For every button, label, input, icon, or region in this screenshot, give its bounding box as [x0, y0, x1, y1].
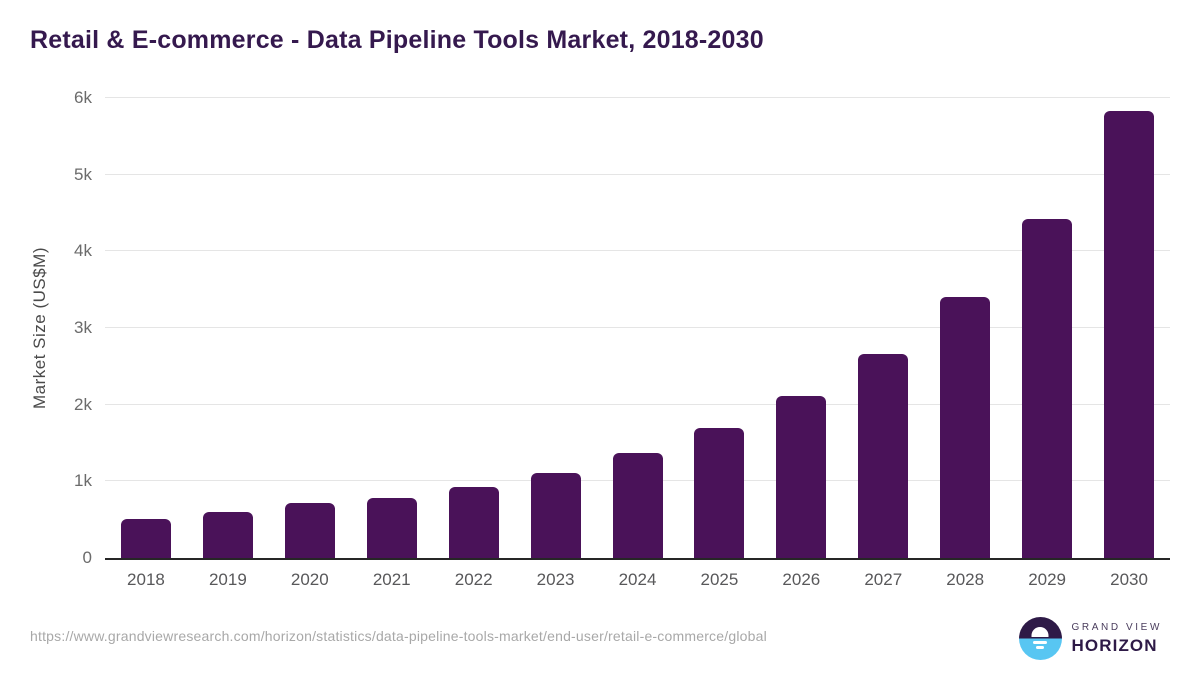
horizon-sunset-icon: [1018, 617, 1062, 660]
bar-2023: [530, 472, 581, 558]
x-tick-label-2026: 2026: [782, 570, 821, 589]
x-tick-label-2030: 2030: [1110, 570, 1148, 589]
gridline-3k: [105, 327, 1170, 328]
bar-2020: [284, 503, 335, 558]
y-tick-label-4k: 4k: [74, 241, 92, 261]
y-axis-tick-labels: 0 1k 2k 3k 4k 5k 6k: [0, 88, 92, 567]
bar-2024: [612, 452, 663, 558]
horizon-reflection-dash: [1033, 640, 1048, 644]
plot-area: [105, 97, 1170, 560]
y-tick-label-5k: 5k: [74, 164, 92, 184]
source-url: https://www.grandviewresearch.com/horizo…: [30, 628, 767, 644]
bar-2018: [120, 519, 171, 558]
y-tick-label-0: 0: [82, 548, 92, 567]
gridline-6k: [105, 97, 1170, 98]
x-tick-label-2020: 2020: [290, 570, 329, 589]
x-tick-label-2019: 2019: [208, 570, 247, 589]
x-tick-label-2029: 2029: [1028, 570, 1067, 589]
bar-2029: [1022, 218, 1073, 558]
bar-2022: [448, 487, 499, 558]
x-tick-label-2024: 2024: [618, 570, 657, 589]
bar-2027: [858, 353, 909, 558]
y-tick-label-1k: 1k: [74, 471, 92, 491]
logo-grand-view-text: GRAND VIEW: [1071, 621, 1162, 633]
x-axis-tick-labels: 2018 2019 2020 2021 2022 2023 2024 2025 2026 2027…: [105, 570, 1170, 592]
bar-2021: [366, 498, 417, 558]
x-tick-label-2022: 2022: [454, 570, 493, 589]
bar-2028: [940, 296, 991, 558]
x-tick-label-2028: 2028: [946, 570, 985, 589]
horizon-reflection-dash: [1036, 646, 1045, 650]
horizon-sun-dome: [1031, 626, 1049, 637]
y-tick-label-6k: 6k: [74, 88, 92, 107]
gridline-5k: [105, 173, 1170, 175]
y-tick-label-2k: 2k: [74, 394, 92, 414]
logo-horizon-text: HORIZON: [1071, 635, 1158, 655]
y-tick-label-3k: 3k: [74, 318, 92, 337]
gridline-4k: [105, 250, 1170, 252]
x-tick-label-2023: 2023: [536, 570, 575, 589]
bar-2025: [694, 428, 745, 558]
x-tick-label-2018: 2018: [127, 570, 165, 589]
bar-2019: [202, 512, 253, 558]
bar-2026: [776, 396, 827, 558]
x-tick-label-2025: 2025: [700, 570, 739, 589]
x-tick-label-2021: 2021: [372, 570, 411, 589]
logo-text: GRAND VIEW HORIZON: [1072, 622, 1162, 656]
x-tick-label-2027: 2027: [864, 570, 903, 589]
bar-2030: [1104, 111, 1155, 558]
gridline-2k: [105, 403, 1170, 405]
grand-view-horizon-logo: GRAND VIEW HORIZON: [1018, 617, 1162, 660]
chart-title: Retail & E-commerce - Data Pipeline Tool…: [30, 26, 764, 54]
